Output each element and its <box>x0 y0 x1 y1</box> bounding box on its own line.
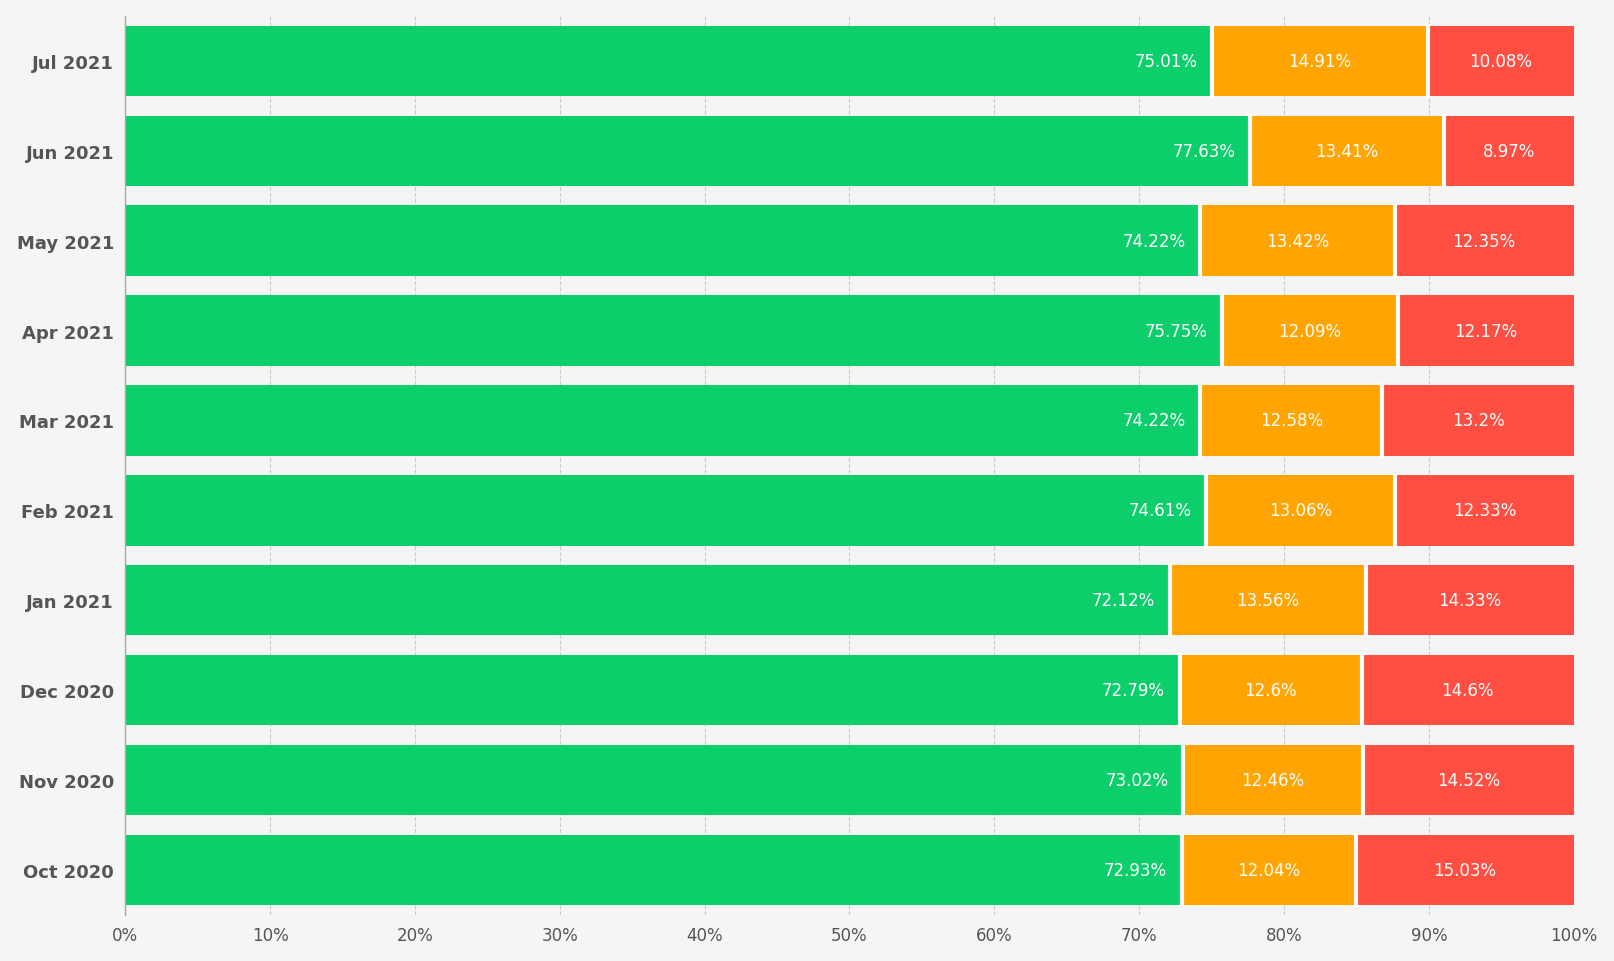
Text: 14.6%: 14.6% <box>1441 681 1495 700</box>
Bar <box>1394 476 1574 546</box>
Text: 75.01%: 75.01% <box>1135 53 1198 70</box>
Text: 13.06%: 13.06% <box>1269 502 1332 520</box>
Text: 72.79%: 72.79% <box>1102 681 1165 700</box>
Text: 12.04%: 12.04% <box>1238 861 1301 879</box>
Text: 75.75%: 75.75% <box>1144 322 1207 340</box>
Bar <box>1364 746 1574 816</box>
Bar <box>1398 296 1574 366</box>
Bar <box>126 27 1212 97</box>
Bar <box>1394 207 1574 277</box>
Bar <box>1445 116 1574 186</box>
Bar <box>1362 655 1574 726</box>
Bar <box>126 746 1183 816</box>
Text: 77.63%: 77.63% <box>1172 142 1235 160</box>
Bar <box>1222 296 1398 366</box>
Bar <box>1249 116 1445 186</box>
Bar <box>1428 27 1574 97</box>
Bar <box>1201 207 1394 277</box>
Text: 12.46%: 12.46% <box>1241 772 1304 790</box>
Bar <box>1201 386 1383 456</box>
Bar <box>126 476 1206 546</box>
Text: 74.61%: 74.61% <box>1128 502 1191 520</box>
Text: 72.93%: 72.93% <box>1104 861 1167 879</box>
Text: 12.6%: 12.6% <box>1244 681 1298 700</box>
Text: 14.52%: 14.52% <box>1436 772 1499 790</box>
Text: 10.08%: 10.08% <box>1469 53 1532 70</box>
Bar <box>1206 476 1394 546</box>
Text: 74.22%: 74.22% <box>1123 412 1186 430</box>
Text: 74.22%: 74.22% <box>1123 233 1186 250</box>
Text: 13.42%: 13.42% <box>1265 233 1328 250</box>
Text: 13.2%: 13.2% <box>1451 412 1504 430</box>
Bar <box>1367 566 1574 636</box>
Bar <box>126 835 1181 905</box>
Text: 15.03%: 15.03% <box>1433 861 1496 879</box>
Text: 12.33%: 12.33% <box>1453 502 1516 520</box>
Bar <box>126 386 1201 456</box>
Text: 8.97%: 8.97% <box>1483 142 1535 160</box>
Text: 13.56%: 13.56% <box>1236 592 1299 609</box>
Text: 72.12%: 72.12% <box>1093 592 1156 609</box>
Text: 13.41%: 13.41% <box>1315 142 1378 160</box>
Text: 12.58%: 12.58% <box>1261 412 1323 430</box>
Bar <box>1212 27 1428 97</box>
Bar <box>126 207 1201 277</box>
Bar <box>1180 655 1362 726</box>
Bar <box>126 116 1249 186</box>
Bar <box>1181 835 1356 905</box>
Text: 14.33%: 14.33% <box>1438 592 1501 609</box>
Text: 14.91%: 14.91% <box>1288 53 1351 70</box>
Bar <box>126 566 1170 636</box>
Bar <box>1356 835 1574 905</box>
Bar <box>126 296 1222 366</box>
Bar <box>1170 566 1367 636</box>
Text: 12.35%: 12.35% <box>1453 233 1516 250</box>
Text: 73.02%: 73.02% <box>1106 772 1169 790</box>
Text: 12.09%: 12.09% <box>1278 322 1341 340</box>
Bar <box>1183 746 1364 816</box>
Text: 12.17%: 12.17% <box>1454 322 1517 340</box>
Bar <box>126 655 1180 726</box>
Bar <box>1383 386 1574 456</box>
